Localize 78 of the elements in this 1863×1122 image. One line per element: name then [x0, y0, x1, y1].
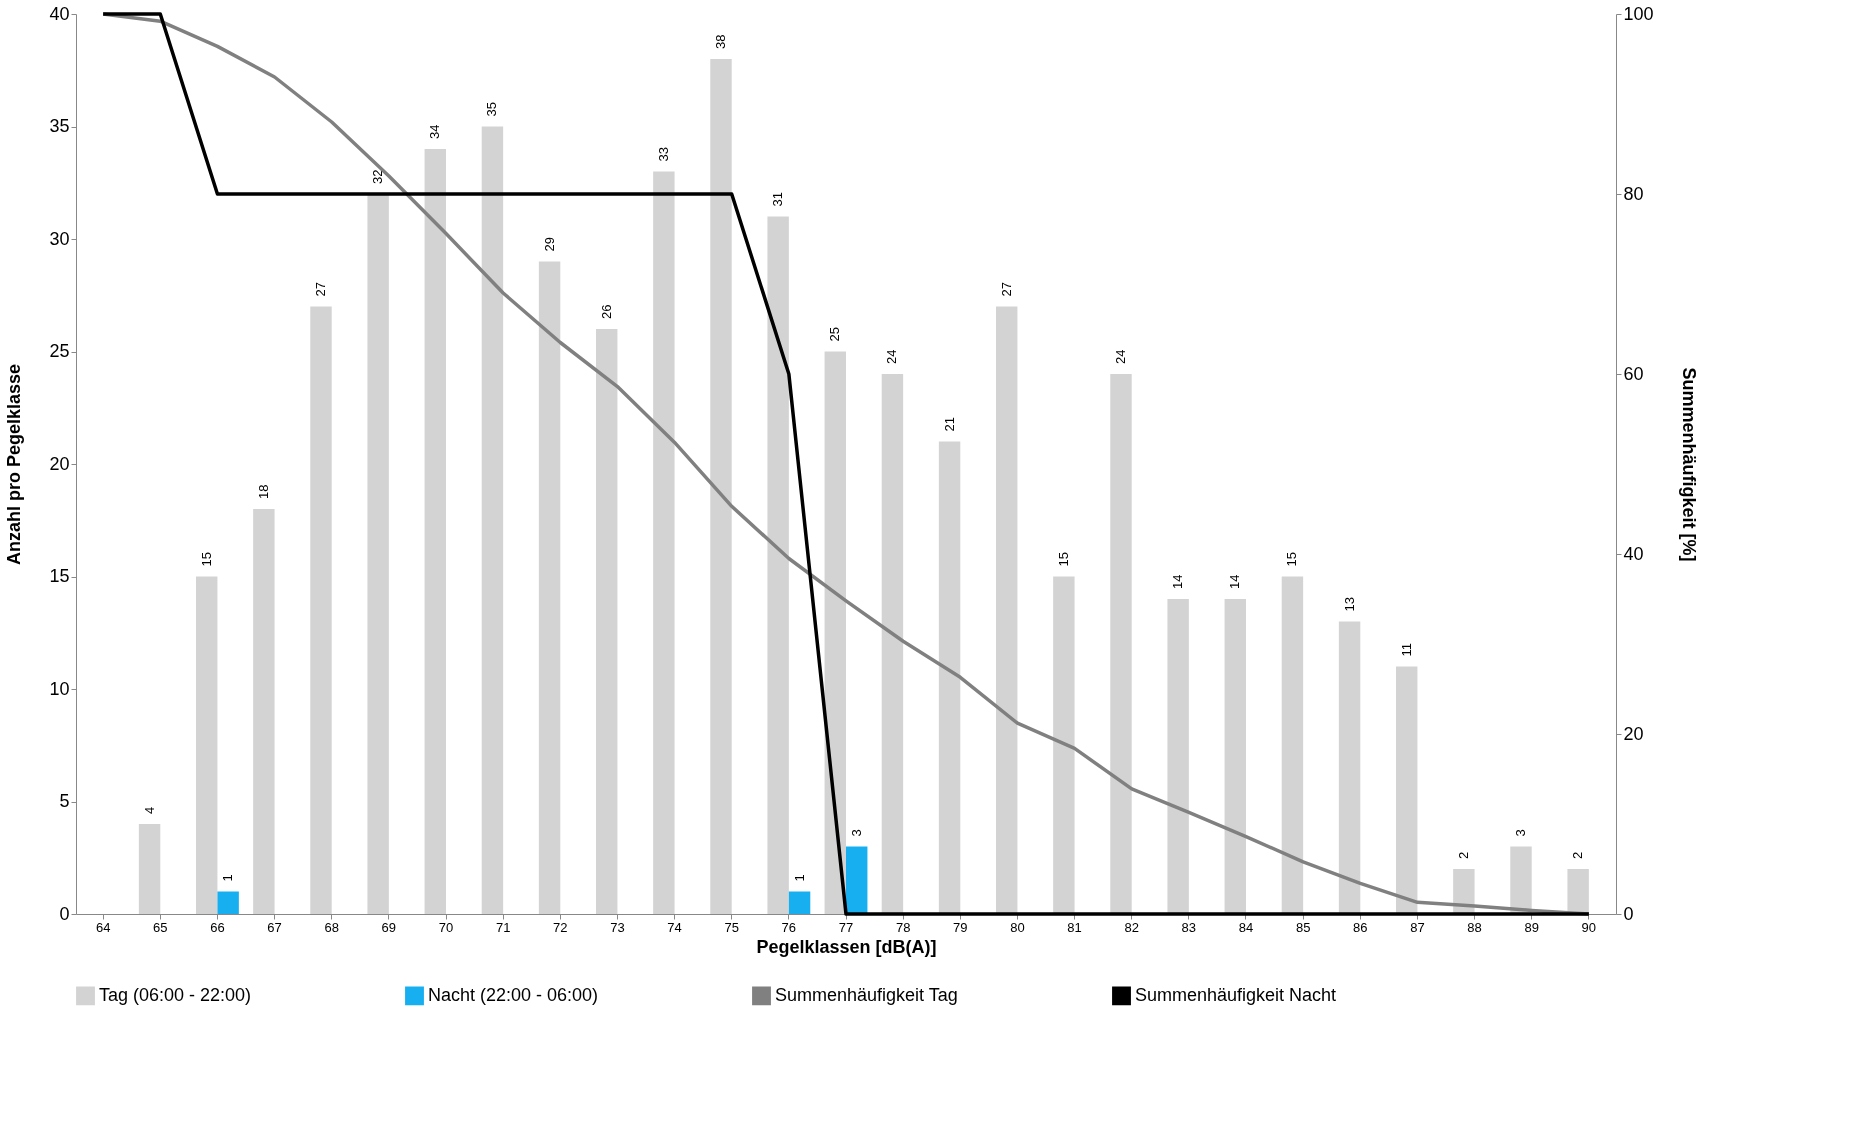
- x-tick-label: 78: [895, 919, 911, 935]
- y2-tick-label: 40: [1623, 543, 1644, 564]
- data-label: 1: [220, 874, 236, 882]
- data-label: 1: [791, 874, 807, 882]
- x-tick-label: 86: [1353, 919, 1368, 935]
- legend-label: Summenhäufigkeit Nacht: [1135, 984, 1337, 1005]
- y-tick-label: 0: [59, 903, 70, 924]
- y-tick-label: 35: [49, 116, 70, 136]
- x-tick-label: 81: [1067, 919, 1082, 935]
- y-tick-label: 30: [49, 228, 70, 249]
- data-label: 38: [713, 34, 728, 49]
- legend-label: Tag (06:00 - 22:00): [99, 984, 252, 1005]
- x-tick-label: 69: [381, 919, 397, 935]
- data-label: 33: [655, 147, 671, 162]
- data-label: 13: [1341, 597, 1357, 612]
- data-label: 27: [313, 282, 328, 297]
- data-label: 26: [598, 304, 614, 319]
- x-tick-label: 82: [1124, 919, 1139, 935]
- data-label: 31: [770, 192, 786, 207]
- x-tick-label: 72: [553, 919, 568, 935]
- data-label: 29: [541, 237, 557, 252]
- x-tick-label: 79: [953, 919, 968, 935]
- x-tick-label: 85: [1295, 919, 1311, 935]
- x-tick-label: 77: [838, 919, 854, 935]
- data-label: 14: [1170, 574, 1186, 589]
- data-label: 2: [1455, 851, 1471, 859]
- x-tick-label: 84: [1238, 919, 1254, 935]
- x-axis-title: Pegelklassen [dB(A)]: [756, 936, 937, 957]
- x-tick-label: 89: [1524, 919, 1539, 935]
- data-label: 27: [998, 282, 1014, 297]
- x-tick-label: 87: [1410, 919, 1425, 935]
- data-label: 24: [884, 349, 900, 364]
- x-tick-label: 64: [95, 919, 111, 935]
- x-tick-label: 71: [495, 919, 511, 935]
- data-label: 35: [484, 102, 500, 117]
- data-label: 15: [1055, 552, 1071, 567]
- data-label: 14: [1227, 574, 1243, 589]
- y-tick-label: 10: [49, 678, 70, 699]
- data-label: 11: [1398, 643, 1414, 657]
- x-tick-label: 76: [781, 919, 797, 935]
- y-tick-label: 25: [49, 341, 70, 361]
- x-tick-label: 80: [1010, 919, 1025, 935]
- x-tick-label: 68: [324, 919, 339, 935]
- legend-label: Nacht (22:00 - 06:00): [428, 984, 599, 1005]
- x-tick-label: 66: [210, 919, 225, 935]
- data-label: 4: [141, 806, 157, 814]
- x-tick-label: 88: [1467, 919, 1482, 935]
- data-label: 32: [370, 169, 386, 184]
- data-label: 15: [1284, 552, 1300, 567]
- y-tick-label: 5: [59, 791, 70, 811]
- x-tick-label: 90: [1581, 919, 1597, 935]
- x-tick-label: 74: [667, 919, 682, 935]
- y2-tick-label: 60: [1623, 363, 1644, 384]
- data-label: 21: [941, 417, 957, 432]
- y2-axis-title: Summenhäufigkeit [%]: [1678, 367, 1699, 562]
- x-tick-label: 65: [153, 919, 168, 935]
- legend-label: Summenhäufigkeit Tag: [775, 984, 958, 1005]
- y2-tick-label: 0: [1623, 903, 1634, 924]
- data-label: 25: [827, 327, 843, 342]
- data-label: 3: [1513, 829, 1528, 837]
- x-tick-label: 67: [267, 919, 282, 935]
- y2-tick-label: 20: [1623, 723, 1644, 744]
- x-tick-label: 70: [438, 919, 454, 935]
- x-tick-label: 73: [610, 919, 625, 935]
- data-label: 15: [198, 552, 214, 567]
- y2-tick-label: 100: [1623, 3, 1654, 24]
- y-tick-label: 40: [49, 3, 70, 24]
- y-axis-title: Anzahl pro Pegelklasse: [4, 363, 25, 566]
- data-label: 34: [427, 124, 443, 139]
- data-label: 18: [255, 484, 271, 499]
- data-label: 2: [1570, 851, 1586, 859]
- data-label: 24: [1113, 349, 1128, 364]
- y2-tick-label: 80: [1623, 183, 1644, 204]
- y-tick-label: 20: [49, 453, 70, 474]
- data-label: 3: [848, 829, 864, 837]
- x-tick-label: 83: [1181, 919, 1197, 935]
- y-tick-label: 15: [49, 566, 70, 586]
- x-tick-label: 75: [724, 919, 739, 935]
